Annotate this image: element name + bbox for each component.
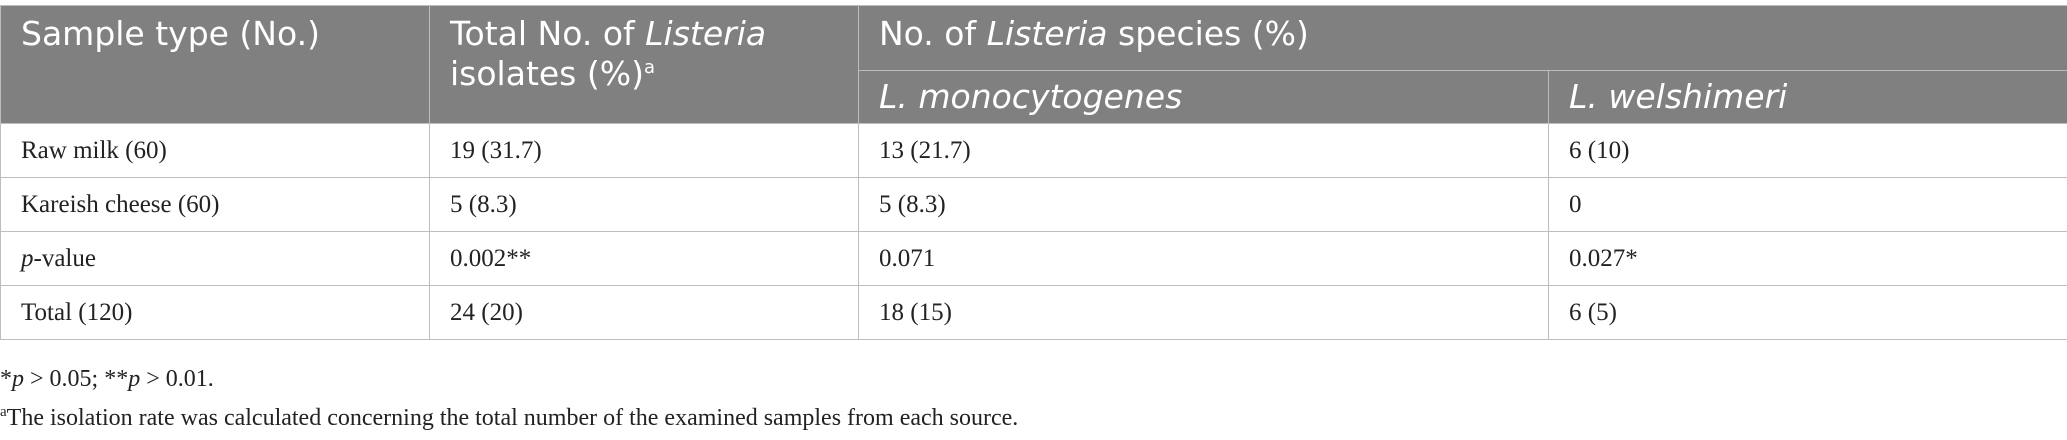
header-monocytogenes: L. monocytogenes (859, 71, 1549, 124)
cell-monocytogenes: 0.071 (859, 232, 1549, 286)
footnote-isolation-rate: aThe isolation rate was calculated conce… (0, 401, 1018, 435)
cell-monocytogenes: 18 (15) (859, 286, 1549, 340)
footnote-significance: *p > 0.05; **p > 0.01. (0, 362, 1018, 396)
table-row: Raw milk (60) 19 (31.7) 13 (21.7) 6 (10) (1, 124, 2067, 178)
cell-welshimeri: 6 (10) (1549, 124, 2067, 178)
table-row: p-value 0.002** 0.071 0.027* (1, 232, 2067, 286)
cell-sample: Raw milk (60) (1, 124, 430, 178)
header-species: No. of Listeria species (%) (859, 6, 2067, 71)
cell-sample: p-value (1, 232, 430, 286)
table-row: Total (120) 24 (20) 18 (15) 6 (5) (1, 286, 2067, 340)
header-total-listeria: Total No. of Listeria isolates (%)a (430, 6, 859, 124)
header-welshimeri: L. welshimeri (1549, 71, 2067, 124)
header-sample-type: Sample type (No.) (1, 6, 430, 124)
table-footnotes: *p > 0.05; **p > 0.01. aThe isolation ra… (0, 362, 1018, 440)
listeria-table: Sample type (No.) Total No. of Listeria … (0, 5, 2067, 340)
cell-welshimeri: 0 (1549, 178, 2067, 232)
cell-monocytogenes: 5 (8.3) (859, 178, 1549, 232)
cell-total: 5 (8.3) (430, 178, 859, 232)
cell-welshimeri: 6 (5) (1549, 286, 2067, 340)
table-row: Kareish cheese (60) 5 (8.3) 5 (8.3) 0 (1, 178, 2067, 232)
cell-monocytogenes: 13 (21.7) (859, 124, 1549, 178)
cell-total: 24 (20) (430, 286, 859, 340)
cell-sample: Kareish cheese (60) (1, 178, 430, 232)
cell-total: 0.002** (430, 232, 859, 286)
cell-welshimeri: 0.027* (1549, 232, 2067, 286)
header-row: Sample type (No.) Total No. of Listeria … (1, 6, 2067, 71)
cell-total: 19 (31.7) (430, 124, 859, 178)
cell-sample: Total (120) (1, 286, 430, 340)
